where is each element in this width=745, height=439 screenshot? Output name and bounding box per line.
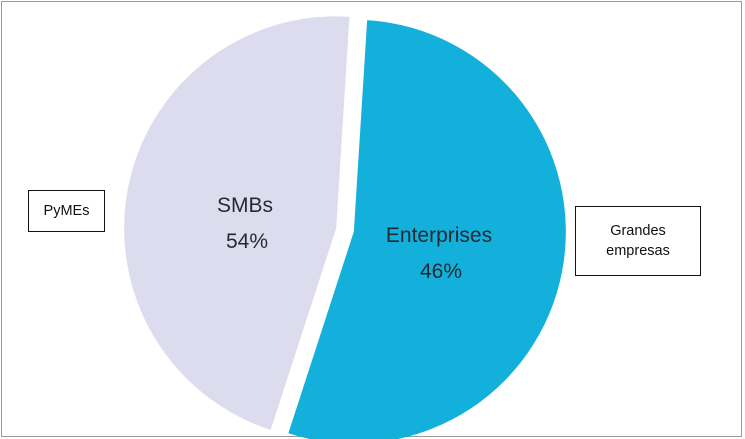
slice-label-smbs-value: 54% [226, 230, 268, 253]
slice-label-smbs-name: SMBs [217, 194, 273, 217]
callout-pymes-text: PyMEs [43, 203, 90, 219]
pie-labels: SMBs 54% Enterprises 46% [217, 194, 492, 283]
callout-grandes-empresas: Grandes empresas [575, 206, 701, 276]
slice-label-enterprises-value: 46% [420, 260, 462, 283]
callout-grandes-line-1: Grandes [610, 223, 666, 239]
pie-slice-smbs [288, 20, 566, 439]
callout-grandes-line-2: empresas [606, 243, 670, 259]
slice-label-enterprises-name: Enterprises [386, 224, 492, 247]
pie-slice-enterprises [124, 16, 350, 430]
pie-slices [124, 16, 566, 439]
callout-pymes: PyMEs [28, 190, 105, 232]
